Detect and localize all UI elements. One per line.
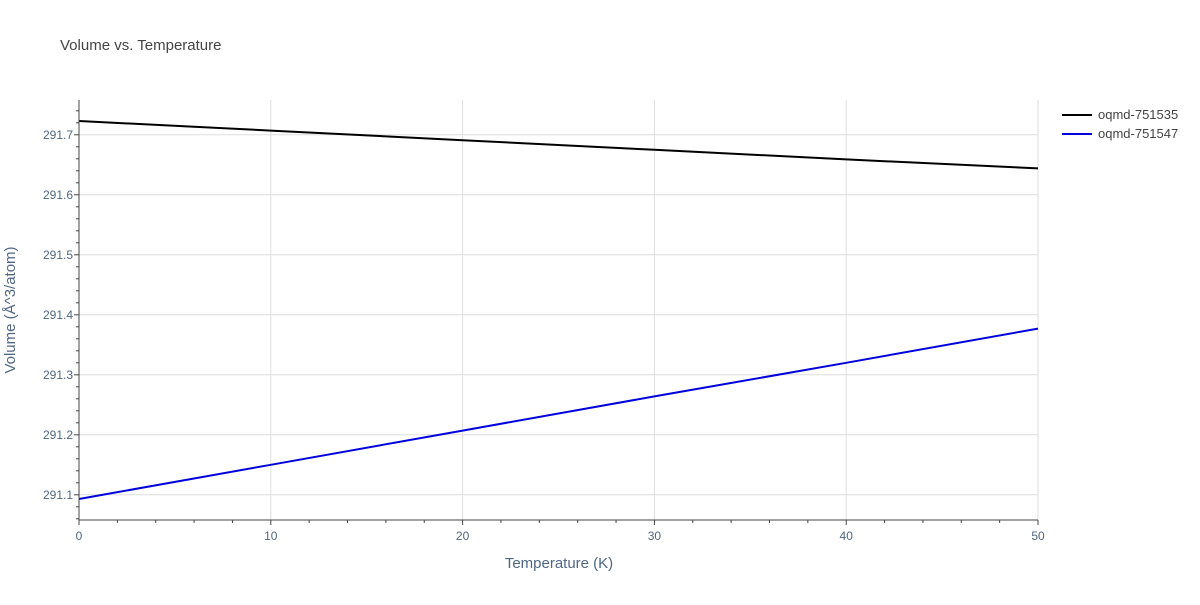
chart-title: Volume vs. Temperature bbox=[60, 37, 221, 54]
y-axis-title: Volume (Å^3/atom) bbox=[2, 246, 19, 373]
y-tick-label: 291.6 bbox=[43, 188, 73, 202]
legend[interactable]: oqmd-751535 oqmd-751547 bbox=[1062, 107, 1178, 141]
legend-item[interactable]: oqmd-751535 bbox=[1062, 107, 1178, 122]
x-tick-label: 0 bbox=[76, 529, 83, 543]
legend-label: oqmd-751535 bbox=[1098, 107, 1178, 122]
series-lines bbox=[78, 120, 1039, 500]
x-tick-label: 10 bbox=[264, 529, 278, 543]
y-tick-label: 291.1 bbox=[43, 488, 73, 502]
y-tick-label: 291.2 bbox=[43, 428, 73, 442]
x-axis-title: Temperature (K) bbox=[505, 555, 613, 572]
x-tick-label: 30 bbox=[648, 529, 662, 543]
x-tick-label: 50 bbox=[1031, 529, 1045, 543]
series-line-oqmd-751547[interactable] bbox=[78, 327, 1039, 500]
axes bbox=[74, 100, 1039, 525]
x-tick-label: 20 bbox=[456, 529, 470, 543]
legend-label: oqmd-751547 bbox=[1098, 126, 1178, 141]
gridlines bbox=[79, 100, 1039, 520]
x-tick-label: 40 bbox=[840, 529, 854, 543]
series-line-oqmd-751535[interactable] bbox=[78, 120, 1039, 170]
tick-labels: 0 10 20 30 40 50 291.1 291.2 291.3 291.4 291.5 291.… bbox=[43, 128, 1045, 543]
legend-item[interactable]: oqmd-751547 bbox=[1062, 126, 1178, 141]
y-tick-label: 291.7 bbox=[43, 128, 73, 142]
y-tick-label: 291.4 bbox=[43, 308, 73, 322]
y-tick-label: 291.5 bbox=[43, 248, 73, 262]
y-tick-label: 291.3 bbox=[43, 368, 73, 382]
